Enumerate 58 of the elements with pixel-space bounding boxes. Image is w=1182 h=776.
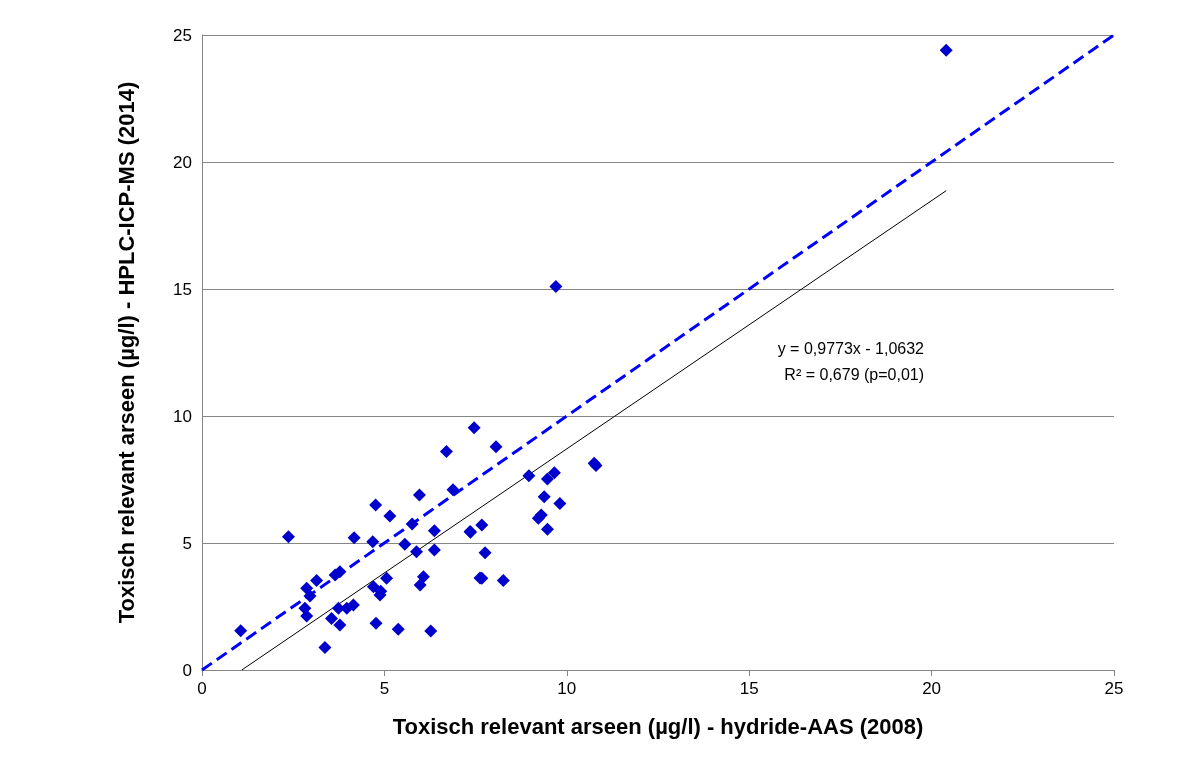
- y-tick-label: 10: [173, 406, 192, 426]
- point: [234, 624, 248, 638]
- y-tick-label: 0: [182, 660, 192, 680]
- point: [391, 622, 405, 636]
- point: [553, 496, 567, 510]
- point: [347, 531, 361, 545]
- point: [300, 609, 314, 623]
- point: [369, 498, 383, 512]
- point: [303, 589, 317, 603]
- point: [369, 616, 383, 630]
- x-tick-label: 25: [1104, 679, 1124, 698]
- point: [416, 570, 430, 584]
- point: [427, 543, 441, 557]
- point: [318, 640, 332, 654]
- point: [281, 530, 295, 544]
- point: [340, 601, 354, 615]
- point: [467, 421, 481, 435]
- point: [489, 440, 503, 454]
- x-axis-title: Toxisch relevant arseen (µg/l) - hydride-AAS (2008): [392, 713, 924, 739]
- point: [478, 546, 492, 560]
- point: [427, 524, 441, 538]
- point: [475, 518, 489, 532]
- point: [412, 488, 426, 502]
- point: [333, 565, 347, 579]
- point: [310, 574, 324, 588]
- point: [380, 571, 394, 585]
- point: [413, 578, 427, 592]
- point: [540, 522, 554, 536]
- x-tick-label: 15: [739, 679, 759, 698]
- point: [547, 466, 561, 480]
- point: [549, 279, 563, 293]
- annotation: y = 0,9773x - 1,0632: [777, 339, 925, 357]
- point: [325, 611, 338, 625]
- annotation: R² = 0,679 (p=0,01): [784, 365, 924, 383]
- point: [424, 624, 438, 638]
- point: [537, 490, 551, 504]
- y-tick-label: 15: [173, 279, 192, 299]
- point: [522, 469, 536, 483]
- x-tick-label: 20: [922, 679, 942, 698]
- x-tick-label: 5: [379, 679, 390, 698]
- point: [540, 472, 554, 486]
- y-tick-label: 5: [182, 533, 192, 553]
- point: [398, 537, 412, 551]
- point: [405, 517, 419, 531]
- x-tick-label: 0: [197, 679, 207, 698]
- point: [383, 509, 397, 523]
- point: [410, 545, 423, 559]
- point: [366, 535, 380, 549]
- point: [939, 43, 953, 57]
- y-tick-label: 25: [173, 25, 192, 45]
- x-tick-label: 10: [557, 679, 577, 698]
- y-tick-label: 20: [173, 152, 192, 172]
- point: [439, 445, 453, 459]
- y-axis-title: Toxisch relevant arseen (µg/l) - HPLC-ICP-MS (2014): [113, 81, 139, 624]
- point: [333, 618, 347, 632]
- point: [496, 574, 510, 588]
- point: [446, 483, 460, 497]
- point: [366, 580, 380, 594]
